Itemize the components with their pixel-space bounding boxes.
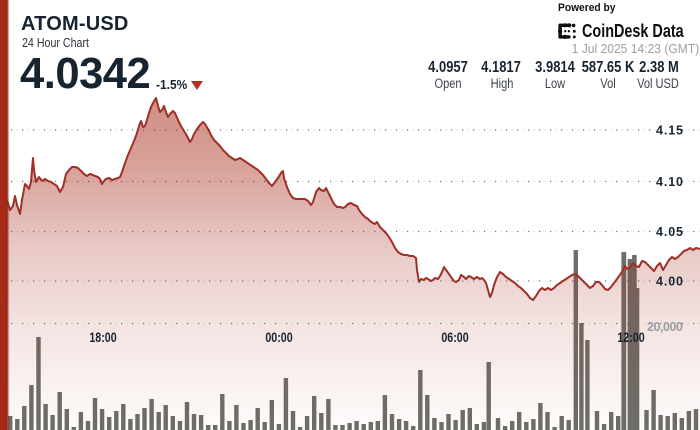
svg-text:4.10: 4.10 — [656, 175, 683, 189]
svg-text:4.00: 4.00 — [656, 275, 683, 289]
svg-text:20,000: 20,000 — [647, 320, 683, 334]
svg-text:4.15: 4.15 — [656, 124, 683, 138]
svg-text:4.05: 4.05 — [656, 225, 683, 239]
